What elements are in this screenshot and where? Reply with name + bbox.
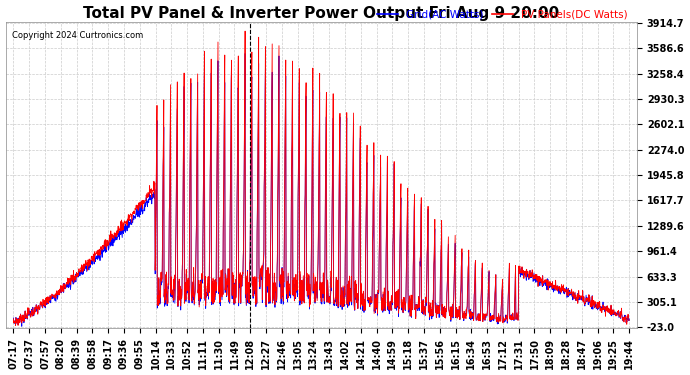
Legend: Grid(AC Watts), PV Panels(DC Watts): Grid(AC Watts), PV Panels(DC Watts) — [373, 6, 632, 24]
Title: Total PV Panel & Inverter Power Output Fri Aug 9 20:00: Total PV Panel & Inverter Power Output F… — [83, 6, 560, 21]
Text: Copyright 2024 Curtronics.com: Copyright 2024 Curtronics.com — [12, 31, 143, 40]
